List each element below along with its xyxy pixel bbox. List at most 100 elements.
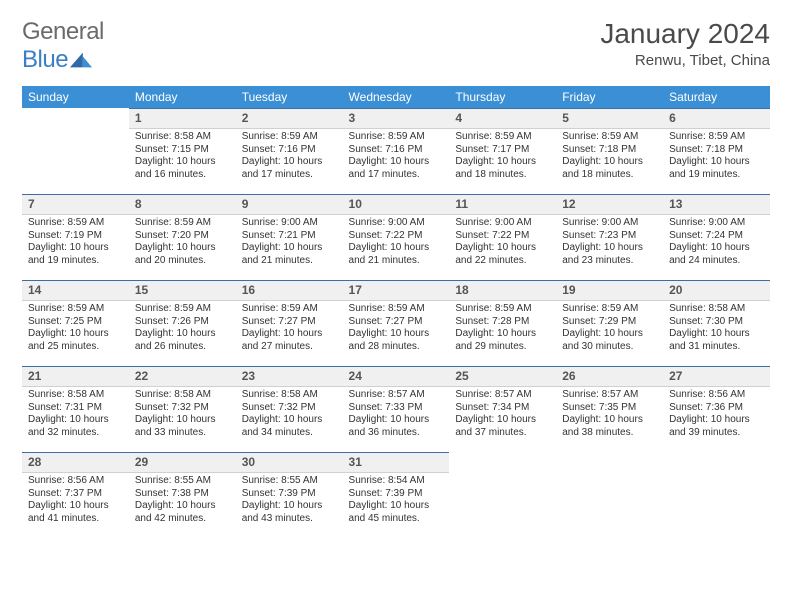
day-content: Sunrise: 9:00 AMSunset: 7:22 PMDaylight:… [449,215,556,273]
day-content: Sunrise: 8:57 AMSunset: 7:35 PMDaylight:… [556,387,663,445]
sunrise-line: Sunrise: 8:56 AM [669,389,764,402]
daylight-line: Daylight: 10 hours and 45 minutes. [349,500,444,525]
calendar-day-cell [556,452,663,538]
calendar-day-cell: 16Sunrise: 8:59 AMSunset: 7:27 PMDayligh… [236,280,343,366]
daylight-line: Daylight: 10 hours and 42 minutes. [135,500,230,525]
calendar-day-cell: 13Sunrise: 9:00 AMSunset: 7:24 PMDayligh… [663,194,770,280]
sunrise-line: Sunrise: 8:59 AM [562,131,657,144]
sunset-line: Sunset: 7:20 PM [135,230,230,243]
weekday-header: Saturday [663,86,770,108]
logo-triangle-icon [70,52,92,68]
calendar-day-cell: 2Sunrise: 8:59 AMSunset: 7:16 PMDaylight… [236,108,343,194]
sunset-line: Sunset: 7:22 PM [349,230,444,243]
sunset-line: Sunset: 7:35 PM [562,402,657,415]
day-content: Sunrise: 8:59 AMSunset: 7:19 PMDaylight:… [22,215,129,273]
sunrise-line: Sunrise: 8:59 AM [135,217,230,230]
sunset-line: Sunset: 7:18 PM [669,144,764,157]
sunset-line: Sunset: 7:32 PM [242,402,337,415]
sunset-line: Sunset: 7:37 PM [28,488,123,501]
daylight-line: Daylight: 10 hours and 28 minutes. [349,328,444,353]
sunset-line: Sunset: 7:29 PM [562,316,657,329]
sunrise-line: Sunrise: 9:00 AM [455,217,550,230]
day-content: Sunrise: 8:59 AMSunset: 7:27 PMDaylight:… [343,301,450,359]
sunrise-line: Sunrise: 8:59 AM [455,131,550,144]
daylight-line: Daylight: 10 hours and 29 minutes. [455,328,550,353]
daylight-line: Daylight: 10 hours and 25 minutes. [28,328,123,353]
sunrise-line: Sunrise: 9:00 AM [242,217,337,230]
day-number: 16 [236,281,343,300]
day-number: 22 [129,367,236,386]
daylight-line: Daylight: 10 hours and 37 minutes. [455,414,550,439]
sunset-line: Sunset: 7:17 PM [455,144,550,157]
daylight-line: Daylight: 10 hours and 18 minutes. [562,156,657,181]
day-content: Sunrise: 8:59 AMSunset: 7:27 PMDaylight:… [236,301,343,359]
day-number: 17 [343,281,450,300]
day-content: Sunrise: 8:59 AMSunset: 7:18 PMDaylight:… [556,129,663,187]
sunset-line: Sunset: 7:25 PM [28,316,123,329]
day-content: Sunrise: 8:55 AMSunset: 7:39 PMDaylight:… [236,473,343,531]
day-content: Sunrise: 8:59 AMSunset: 7:20 PMDaylight:… [129,215,236,273]
daylight-line: Daylight: 10 hours and 20 minutes. [135,242,230,267]
daylight-line: Daylight: 10 hours and 17 minutes. [349,156,444,181]
day-number: 28 [22,453,129,472]
daylight-line: Daylight: 10 hours and 38 minutes. [562,414,657,439]
day-content: Sunrise: 8:58 AMSunset: 7:32 PMDaylight:… [129,387,236,445]
sunset-line: Sunset: 7:39 PM [349,488,444,501]
sunset-line: Sunset: 7:38 PM [135,488,230,501]
sunset-line: Sunset: 7:28 PM [455,316,550,329]
sunrise-line: Sunrise: 8:59 AM [242,131,337,144]
sunrise-line: Sunrise: 8:59 AM [28,217,123,230]
calendar-day-cell: 30Sunrise: 8:55 AMSunset: 7:39 PMDayligh… [236,452,343,538]
day-content: Sunrise: 8:59 AMSunset: 7:16 PMDaylight:… [236,129,343,187]
day-number: 25 [449,367,556,386]
calendar-day-cell: 11Sunrise: 9:00 AMSunset: 7:22 PMDayligh… [449,194,556,280]
logo-word-2: Blue [22,46,68,74]
daylight-line: Daylight: 10 hours and 17 minutes. [242,156,337,181]
sunrise-line: Sunrise: 8:59 AM [562,303,657,316]
daylight-line: Daylight: 10 hours and 16 minutes. [135,156,230,181]
daylight-line: Daylight: 10 hours and 19 minutes. [28,242,123,267]
calendar-day-cell: 25Sunrise: 8:57 AMSunset: 7:34 PMDayligh… [449,366,556,452]
calendar-week-row: 28Sunrise: 8:56 AMSunset: 7:37 PMDayligh… [22,452,770,538]
weekday-header: Monday [129,86,236,108]
calendar-day-cell: 19Sunrise: 8:59 AMSunset: 7:29 PMDayligh… [556,280,663,366]
calendar-day-cell: 26Sunrise: 8:57 AMSunset: 7:35 PMDayligh… [556,366,663,452]
calendar-day-cell: 15Sunrise: 8:59 AMSunset: 7:26 PMDayligh… [129,280,236,366]
weekday-header: Thursday [449,86,556,108]
sunrise-line: Sunrise: 8:58 AM [135,131,230,144]
sunrise-line: Sunrise: 8:55 AM [135,475,230,488]
calendar-day-cell: 5Sunrise: 8:59 AMSunset: 7:18 PMDaylight… [556,108,663,194]
sunset-line: Sunset: 7:16 PM [349,144,444,157]
daylight-line: Daylight: 10 hours and 23 minutes. [562,242,657,267]
sunrise-line: Sunrise: 8:57 AM [562,389,657,402]
sunset-line: Sunset: 7:32 PM [135,402,230,415]
day-number: 26 [556,367,663,386]
daylight-line: Daylight: 10 hours and 32 minutes. [28,414,123,439]
sunrise-line: Sunrise: 8:58 AM [135,389,230,402]
daylight-line: Daylight: 10 hours and 19 minutes. [669,156,764,181]
daylight-line: Daylight: 10 hours and 43 minutes. [242,500,337,525]
header: General Blue January 2024 Renwu, Tibet, … [22,18,770,74]
day-number: 2 [236,109,343,128]
weekday-header: Friday [556,86,663,108]
day-content: Sunrise: 8:58 AMSunset: 7:32 PMDaylight:… [236,387,343,445]
day-content: Sunrise: 8:59 AMSunset: 7:26 PMDaylight:… [129,301,236,359]
sunset-line: Sunset: 7:24 PM [669,230,764,243]
day-number: 9 [236,195,343,214]
day-number: 8 [129,195,236,214]
calendar-day-cell: 27Sunrise: 8:56 AMSunset: 7:36 PMDayligh… [663,366,770,452]
sunset-line: Sunset: 7:21 PM [242,230,337,243]
day-number: 4 [449,109,556,128]
day-content: Sunrise: 8:57 AMSunset: 7:33 PMDaylight:… [343,387,450,445]
day-number: 20 [663,281,770,300]
daylight-line: Daylight: 10 hours and 24 minutes. [669,242,764,267]
day-number: 7 [22,195,129,214]
sunrise-line: Sunrise: 9:00 AM [562,217,657,230]
daylight-line: Daylight: 10 hours and 33 minutes. [135,414,230,439]
daylight-line: Daylight: 10 hours and 30 minutes. [562,328,657,353]
calendar-week-row: 7Sunrise: 8:59 AMSunset: 7:19 PMDaylight… [22,194,770,280]
day-number: 12 [556,195,663,214]
calendar-day-cell: 4Sunrise: 8:59 AMSunset: 7:17 PMDaylight… [449,108,556,194]
sunrise-line: Sunrise: 8:58 AM [242,389,337,402]
day-number: 27 [663,367,770,386]
